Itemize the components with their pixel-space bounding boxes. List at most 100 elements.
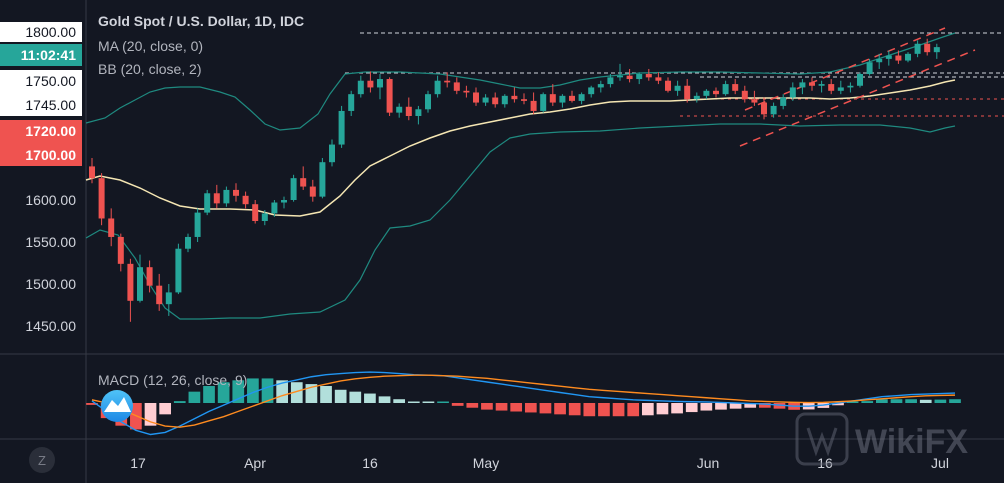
macd-histogram-bar: [612, 403, 625, 417]
candle-down: [924, 43, 931, 53]
time-axis[interactable]: 17 Apr 16 May Jun 16 Jul: [130, 455, 949, 471]
candle-up: [175, 248, 182, 293]
candle-down: [684, 85, 691, 100]
candle-up: [885, 55, 892, 59]
candle-down: [549, 94, 556, 103]
candle-up: [434, 80, 441, 95]
price-tick-1550: 1550.00: [25, 234, 76, 250]
wikifx-logo-mark: [806, 427, 838, 457]
time-tick-jul: Jul: [931, 455, 949, 471]
time-tick-apr: Apr: [244, 455, 266, 471]
macd-histogram-bar: [729, 403, 742, 409]
macd-histogram-bar: [715, 403, 727, 410]
macd-histogram-bar: [685, 403, 698, 413]
candle-down: [386, 79, 393, 113]
candle-down: [463, 90, 470, 93]
price-tick-1500: 1500.00: [25, 276, 76, 292]
macd-histogram-bar: [422, 401, 435, 403]
candle-up: [588, 87, 595, 95]
candle-up: [636, 74, 643, 80]
price-axis[interactable]: 1800.00 11:02:41 1750.00 1745.00 1720.00…: [0, 22, 82, 334]
candle-down: [146, 267, 153, 286]
candle-up: [540, 94, 547, 111]
time-tick-17: 17: [130, 455, 146, 471]
candle-up: [674, 85, 681, 91]
macd-histogram-bar: [466, 403, 479, 408]
horizontal-lines[interactable]: [345, 32, 1004, 117]
candle-down: [108, 218, 115, 237]
macd-histogram-bar: [671, 403, 683, 414]
candle-up: [617, 75, 623, 78]
macd-histogram-bar: [144, 403, 157, 426]
candle-down: [98, 178, 105, 219]
candle-down: [492, 97, 499, 105]
candle-down: [828, 84, 835, 91]
macd-histogram-bar: [378, 396, 391, 403]
wikifx-logo-icon: [795, 412, 849, 466]
candle-down: [511, 95, 518, 100]
candlestick-series: [89, 38, 940, 322]
macd-histogram-bar: [641, 403, 654, 416]
macd-histogram-bar: [949, 399, 961, 403]
candle-up: [261, 213, 268, 221]
candle-up: [780, 97, 787, 106]
tradingview-logo-icon[interactable]: [101, 390, 133, 422]
macd-histogram-bar: [393, 399, 406, 403]
candle-up: [693, 95, 700, 100]
candle-up: [377, 79, 383, 88]
candle-down: [300, 178, 307, 187]
bb-indicator-label[interactable]: BB (20, close, 2): [98, 61, 202, 77]
macd-histogram-bar: [583, 403, 596, 417]
candle-down: [713, 90, 719, 95]
countdown-timer: 11:02:41: [21, 47, 76, 63]
candle-down: [233, 189, 239, 196]
price-tick-1450: 1450.00: [25, 318, 76, 334]
price-tick-1600: 1600.00: [25, 192, 76, 208]
chart-title: Gold Spot / U.S. Dollar, 1D, IDC: [98, 13, 304, 29]
time-tick-jun: Jun: [697, 455, 720, 471]
macd-histogram-bar: [173, 401, 186, 403]
candle-up: [281, 200, 287, 203]
candle-down: [895, 55, 902, 61]
candle-up: [905, 53, 911, 61]
candle-up: [703, 90, 710, 96]
candle-down: [569, 95, 575, 101]
time-badge: [0, 44, 82, 66]
candle-up: [165, 292, 172, 305]
candle-up: [789, 87, 796, 98]
candle-up: [818, 84, 825, 86]
macd-histogram-bar: [481, 403, 493, 410]
macd-histogram-bar: [539, 403, 552, 414]
macd-histogram-bar: [86, 403, 98, 405]
candle-down: [89, 166, 95, 179]
macd-histogram-bar: [861, 401, 874, 403]
trend-channel[interactable]: [739, 27, 976, 147]
candle-down: [645, 74, 652, 78]
candle-up: [770, 105, 777, 115]
macd-histogram-bar: [320, 385, 332, 403]
candle-down: [530, 100, 537, 111]
zoom-button[interactable]: Z: [29, 447, 55, 473]
trend-line-lower[interactable]: [739, 49, 976, 147]
candle-up: [290, 178, 297, 200]
candle-up: [329, 144, 335, 163]
macd-histogram-bar: [510, 403, 523, 412]
candle-down: [117, 236, 124, 264]
candle-up: [137, 267, 143, 301]
macd-histogram-bar: [188, 391, 201, 403]
macd-histogram-bar: [217, 382, 230, 403]
candle-up: [597, 84, 604, 88]
candle-up: [204, 193, 211, 213]
candle-up: [876, 58, 883, 63]
candle-down: [655, 77, 662, 81]
candle-up: [357, 80, 364, 95]
candle-up: [578, 94, 585, 101]
bollinger-lower-band: [85, 123, 956, 320]
macd-indicator-label[interactable]: MACD (12, 26, close, 9): [98, 372, 247, 388]
time-tick-16-apr: 16: [362, 455, 378, 471]
candle-up: [415, 109, 422, 116]
candle-up: [396, 106, 403, 113]
ma-indicator-label[interactable]: MA (20, close, 0): [98, 38, 203, 54]
